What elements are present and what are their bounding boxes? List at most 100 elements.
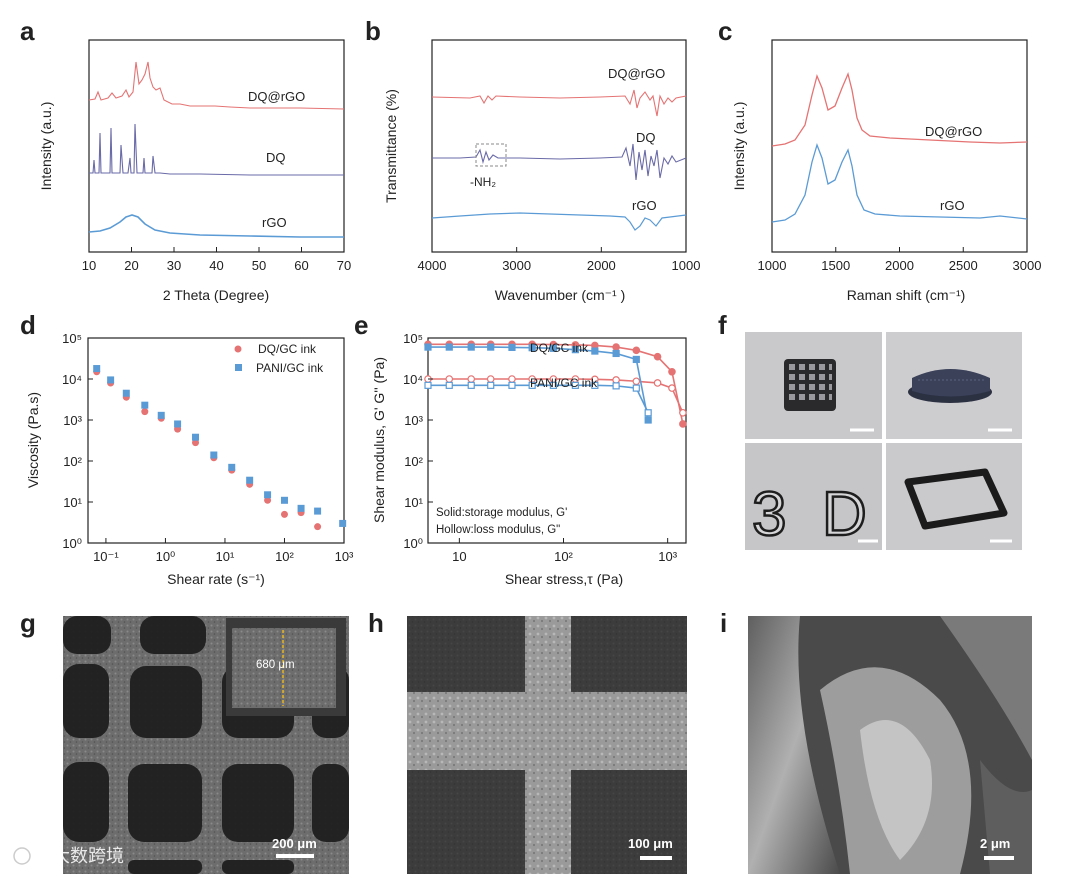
- series-c-label-rgo: rGO: [940, 198, 965, 213]
- point-e-dq: [679, 408, 687, 417]
- point-d-pani: [264, 491, 272, 499]
- y-tick-label: 10⁴: [403, 372, 423, 387]
- point-d-pani: [93, 365, 101, 373]
- x-axis-label-b: Wavenumber (cm⁻¹ ): [495, 287, 626, 303]
- panel-letter-a: a: [20, 16, 35, 46]
- point-d-pani: [157, 411, 165, 419]
- x-tick-label: 3000: [1013, 258, 1042, 273]
- note-e-hollow: Hollow:loss modulus, G": [436, 524, 560, 536]
- series-b-label-rgo: rGO: [632, 198, 657, 213]
- point-d-pani: [228, 463, 236, 471]
- legend-d-label-0: DQ/GC ink: [258, 342, 317, 356]
- series-b-label-dq: DQ: [636, 130, 656, 145]
- scale-label-h: 100 μm: [628, 836, 673, 851]
- point-d-pani: [192, 433, 200, 441]
- x-tick-label: 10¹: [216, 549, 235, 564]
- point-e-pani: [591, 347, 599, 355]
- series-a-label-dq: DQ: [266, 150, 286, 165]
- point-e-dq: [612, 376, 620, 384]
- panel-letter-d: d: [20, 310, 36, 340]
- series-b-dq: [432, 143, 687, 181]
- point-e-pani: [632, 355, 640, 364]
- printed-3: 3: [752, 480, 786, 549]
- point-e-dq: [486, 375, 495, 383]
- panel-letter-c: c: [718, 16, 732, 46]
- point-e-dq: [632, 346, 641, 355]
- series-c-dqrgo: [771, 71, 1028, 147]
- inset-g: 680 μm: [226, 618, 346, 716]
- x-tick-label: 2000: [587, 258, 616, 273]
- panel-letter-e: e: [354, 310, 368, 340]
- legend-d-marker-1: [235, 364, 242, 371]
- series-a-dqrgo: [88, 61, 345, 110]
- point-e-dq: [668, 384, 676, 392]
- legend-d-label-1: PANI/GC ink: [256, 361, 324, 375]
- plot-frame-d: [87, 337, 345, 544]
- x-tick-label: 30: [167, 258, 181, 273]
- point-e-dq: [445, 375, 454, 383]
- x-tick-label: 1000: [758, 258, 787, 273]
- x-tick-label: 20: [124, 258, 138, 273]
- series-a-dq: [89, 123, 344, 176]
- chart-c: DQ@rGO rGO 1000 1500 2000 2500 3000 Raman sh…: [731, 39, 1042, 303]
- point-e-pani: [644, 409, 652, 417]
- y-tick-label: 10⁰: [403, 536, 423, 551]
- x-tick-label: 10²: [275, 549, 294, 564]
- y-tick-label: 10²: [404, 454, 423, 469]
- point-e-pani: [467, 381, 475, 389]
- x-tick-label: 10⁰: [156, 549, 176, 564]
- point-d-pani: [314, 507, 322, 515]
- x-axis-label-a: 2 Theta (Degree): [163, 287, 269, 303]
- point-e-pani: [445, 381, 453, 389]
- point-d-pani: [297, 504, 305, 512]
- y-tick-label: 10⁵: [62, 331, 82, 346]
- x-tick-label: 3000: [502, 258, 531, 273]
- printed-frame: [904, 468, 1008, 530]
- x-ticks-c: 1000 1500 2000 2500 3000: [758, 247, 1042, 273]
- series-a-rgo: [88, 214, 344, 238]
- chart-e: 10 10² 10³ 10⁰ 10¹ 10² 10³ 10⁴ 10⁵ DQ/GC ink PAN…: [371, 331, 687, 587]
- series-b-label-dqrgo: DQ@rGO: [608, 66, 665, 81]
- scale-bars-f: [850, 428, 1012, 543]
- x-tick-label: 2000: [885, 258, 914, 273]
- marks-e: [424, 340, 687, 428]
- point-d-dq: [280, 510, 288, 518]
- point-e-pani: [549, 381, 558, 389]
- point-e-dq: [508, 375, 516, 383]
- x-tick-label: 4000: [418, 258, 447, 273]
- y-tick-label: 10⁴: [62, 372, 82, 387]
- series-a-label-rgo: rGO: [262, 215, 287, 230]
- nh2-highlight-box: [475, 143, 507, 167]
- point-e-dq: [653, 352, 662, 361]
- photo-f4: [886, 443, 1022, 550]
- legend-d-marker-0: [234, 345, 242, 353]
- point-e-pani: [445, 343, 453, 351]
- point-e-pani: [508, 381, 516, 389]
- point-e-pani: [487, 381, 495, 389]
- series-c-label-dqrgo: DQ@rGO: [925, 124, 982, 139]
- point-d-pani: [174, 420, 182, 428]
- series-b-dqrgo: [431, 89, 687, 117]
- nh2-annotation: -NH₂: [470, 175, 496, 189]
- panel-h-sem: 100 μm: [407, 616, 687, 874]
- x-tick-label: 1000: [672, 258, 701, 273]
- y-tick-label: 10⁵: [403, 331, 423, 346]
- x-axis-label-e: Shear stress,τ (Pa): [505, 571, 623, 587]
- point-e-pani: [528, 344, 536, 352]
- point-d-dq: [314, 523, 322, 531]
- point-e-pani: [424, 381, 432, 389]
- marks-d: [93, 365, 347, 531]
- point-d-pani: [122, 389, 130, 397]
- printed-lattice: [784, 359, 836, 411]
- y-axis-label-c: Intensity (a.u.): [731, 102, 747, 191]
- y-axis-label-a: Intensity (a.u.): [38, 102, 54, 191]
- x-tick-label: 40: [209, 258, 223, 273]
- scale-label-i: 2 μm: [980, 836, 1010, 851]
- panel-letter-g: g: [20, 608, 36, 638]
- point-e-pani: [508, 343, 516, 351]
- x-tick-label: 1500: [821, 258, 850, 273]
- y-tick-label: 10²: [63, 454, 82, 469]
- scale-label-g: 200 μm: [272, 836, 317, 851]
- chart-a: DQ@rGO DQ rGO 10 20 30 40 50 60 70 2 Theta (De…: [38, 39, 351, 303]
